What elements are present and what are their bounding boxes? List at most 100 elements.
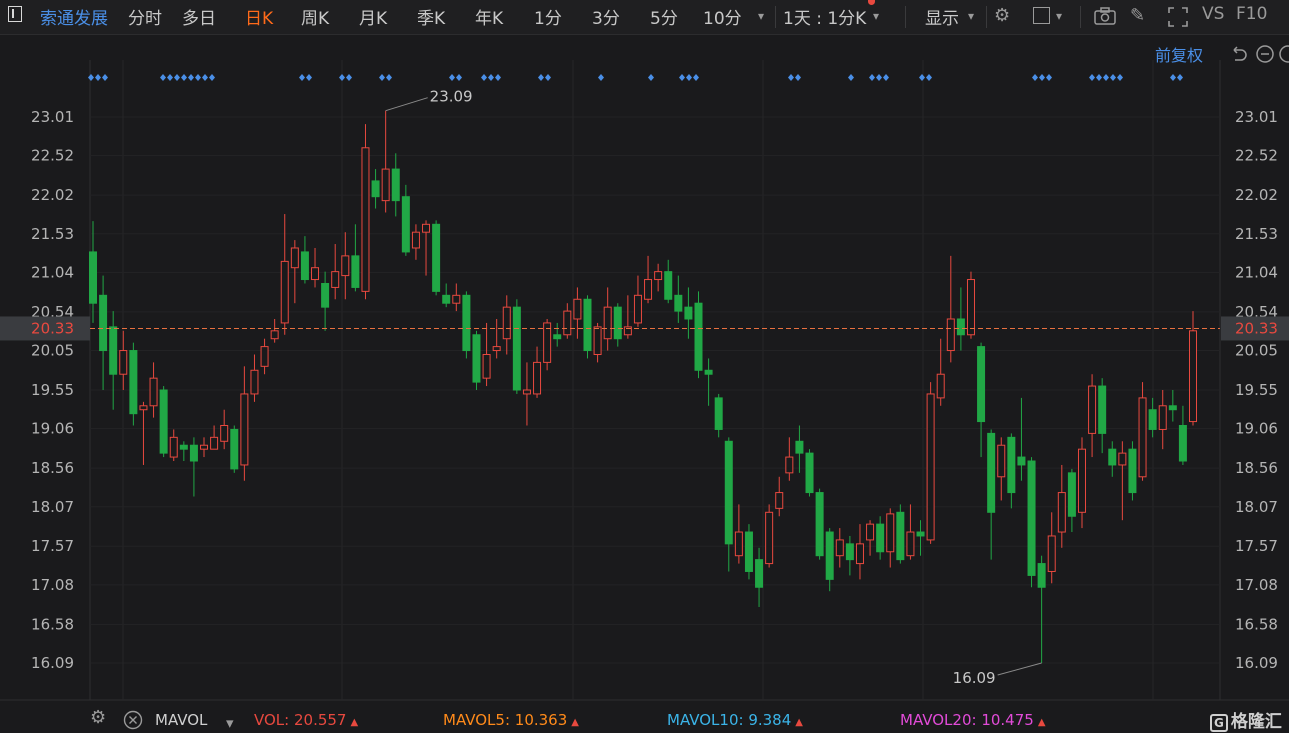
sidebar-toggle-icon[interactable] [8,6,22,22]
event-marker-icon [456,74,462,81]
zoom-in-icon[interactable] [1278,44,1289,64]
candle-body [704,369,713,375]
annotations: 20.33 20.33 23.09 16.09 [0,88,1289,687]
candle-body [805,452,814,494]
indicator-name[interactable]: MAVOL [155,711,208,729]
tab-month-k[interactable]: 月K [359,9,388,29]
event-marker-icon [869,74,875,81]
y-tick-label-left: 16.58 [31,615,74,633]
chevron-down-icon[interactable]: ▾ [758,9,765,23]
tab-duori[interactable]: 多日 [182,9,216,29]
event-marker-icon [346,74,352,81]
candle-body [583,298,592,352]
y-tick-label-left: 20.05 [31,342,74,360]
y-tick-label-right: 23.01 [1235,108,1278,126]
candle-body [1189,330,1197,423]
candle-body [674,294,683,312]
candle-body [714,397,723,430]
candle-body [866,523,875,541]
adjust-mode[interactable]: 前复权 [1155,46,1204,65]
candle-body [1007,436,1016,494]
event-marker-icon [1177,74,1183,81]
event-marker-icon [195,74,201,81]
candle-body [1067,472,1076,517]
event-marker-icon [538,74,544,81]
event-marker-icon [598,74,604,81]
candle-body [694,302,703,371]
fullscreen-icon[interactable] [1167,6,1189,28]
camera-icon[interactable] [1093,6,1117,26]
chevron-down-icon[interactable]: ▾ [1056,9,1063,23]
gear-icon[interactable]: ⚙ [994,5,1011,26]
candle-body [734,531,743,557]
tab-1min[interactable]: 1分 [534,9,562,29]
gear-icon[interactable]: ⚙ [90,707,107,728]
candle-body [331,271,340,288]
stock-name[interactable]: 索通发展 [40,9,108,29]
tab-3min[interactable]: 3分 [592,9,620,29]
display-menu[interactable]: 显示 [925,9,959,29]
square-icon[interactable] [1033,7,1050,24]
candle-body [109,326,118,375]
candle-body [179,444,188,450]
tab-week-k[interactable]: 周K [301,9,330,29]
max-leader-line [385,97,428,112]
y-tick-label-right: 21.04 [1235,263,1278,281]
range-select[interactable]: 1天 : 1分K [783,9,867,29]
candle-body [381,168,390,202]
event-marker-icon [1089,74,1095,81]
y-tick-label-left: 23.01 [31,108,74,126]
event-marker-icon [648,74,654,81]
candle-body [270,330,279,340]
event-marker-icon [919,74,925,81]
vs-button[interactable]: VS [1202,4,1225,24]
candle-body [966,279,975,336]
candle-body [765,511,774,565]
f10-button[interactable]: F10 [1236,4,1268,24]
y-tick-label-right: 22.02 [1235,186,1278,204]
event-marker-icon [545,74,551,81]
y-tick-label-left: 17.57 [31,537,74,555]
tab-quarter-k[interactable]: 季K [417,9,446,29]
y-tick-label-right: 19.55 [1235,381,1278,399]
undo-icon[interactable] [1229,43,1249,63]
tab-10min[interactable]: 10分 [703,9,742,29]
event-marker-icon [306,74,312,81]
candle-body [250,369,259,395]
tab-5min[interactable]: 5分 [650,9,678,29]
candle-body [835,539,844,557]
y-tick-label-left: 19.06 [31,420,74,438]
tab-year-k[interactable]: 年K [475,9,504,29]
y-tick-label-right: 21.53 [1235,225,1278,243]
candle-body [593,326,602,355]
chevron-down-icon[interactable]: ▾ [226,714,234,732]
candle-body [1098,385,1107,434]
up-arrow-icon: ▲ [795,717,803,728]
tab-day-k[interactable]: 日K [245,9,274,29]
y-tick-label-right: 18.56 [1235,459,1278,477]
candle-body [956,318,965,336]
zoom-out-icon[interactable] [1255,44,1275,64]
y-tick-label-right: 19.06 [1235,420,1278,438]
top-toolbar: 索通发展 分时 多日 日K 周K 月K 季K 年K 1分 3分 5分 10分 ▾… [0,0,1289,35]
current-price-label-left: 20.33 [31,319,74,337]
candle-body [411,231,420,249]
candle-body [785,456,794,474]
close-icon[interactable] [123,710,143,730]
price-axes: 23.01 23.01 22.52 22.52 22.02 22.02 21.53 21.53… [31,108,1278,672]
chevron-down-icon[interactable]: ▾ [968,9,975,23]
candle-body [99,294,108,352]
event-marker-icon [1032,74,1038,81]
candle-body [936,373,945,399]
candle-body [119,350,128,375]
watermark-logo: G 格隆汇 [1210,707,1282,732]
tab-fenshi[interactable]: 分时 [128,9,162,29]
candle-body [644,279,653,300]
candle-body [452,294,461,304]
event-marker-icon [339,74,345,81]
chevron-down-icon[interactable]: ▾ [873,9,880,23]
pencil-icon[interactable]: ✎ [1130,5,1146,26]
y-tick-label-left: 20.54 [31,303,74,321]
event-marker-icon [876,74,882,81]
